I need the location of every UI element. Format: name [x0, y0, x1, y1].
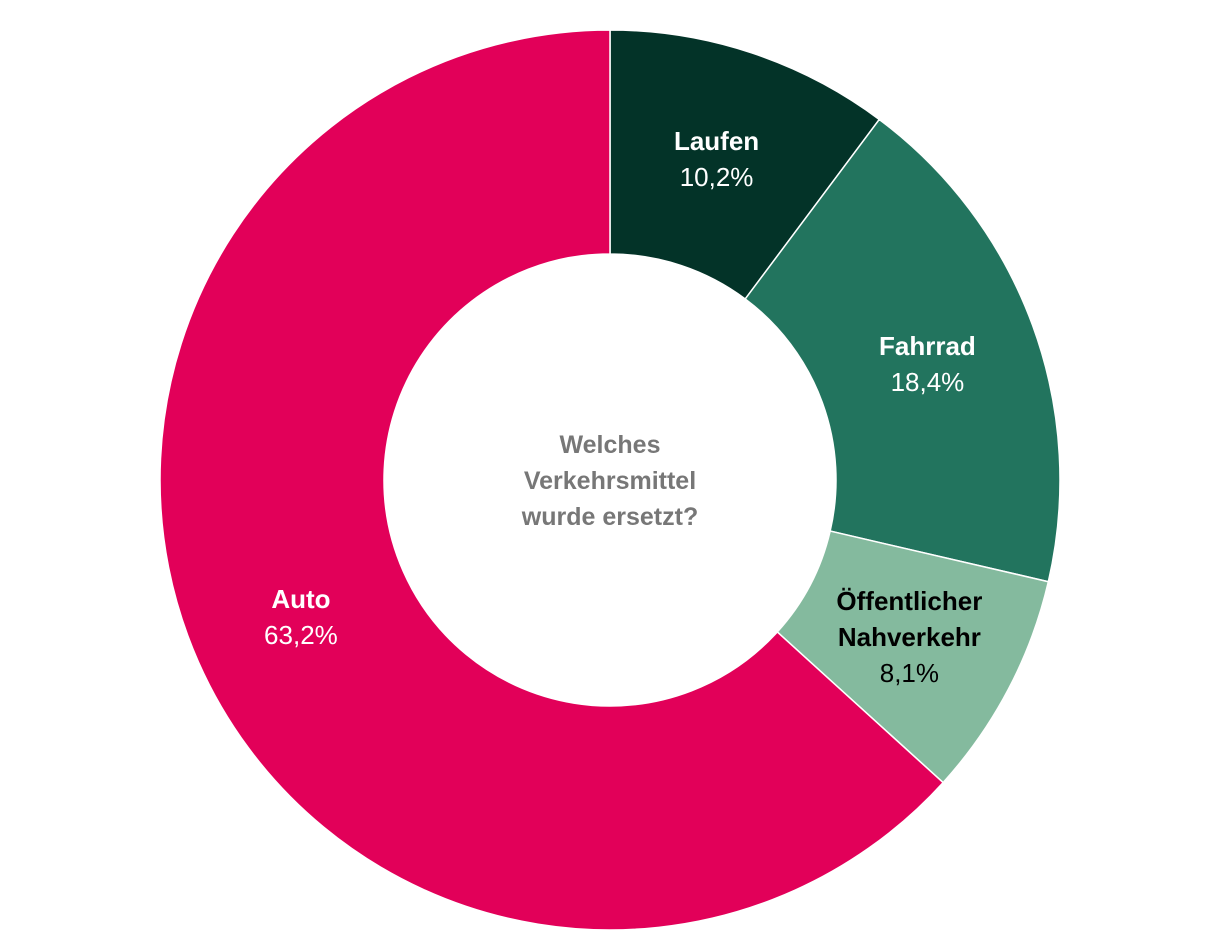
slice-name-label: Öffentlicher — [836, 586, 982, 616]
slice-label-fahrrad: Fahrrad 18,4% — [879, 331, 976, 397]
slice-auto — [159, 29, 945, 931]
slice-name-label: Fahrrad — [879, 331, 976, 361]
slice-name-label: Laufen — [674, 126, 759, 156]
slice-value-label: 10,2% — [680, 162, 754, 192]
slice-name-label: Nahverkehr — [838, 622, 981, 652]
slice-label-oeffentlicher-nahverkehr: Öffentlicher Nahverkehr 8,1% — [836, 586, 982, 688]
slice-value-label: 8,1% — [880, 658, 939, 688]
slice-name-label: Auto — [271, 584, 330, 614]
slice-value-label: 63,2% — [264, 620, 338, 650]
slice-labels-layer: Laufen 10,2% Fahrrad 18,4% Öffentlicher Nahve… — [264, 126, 982, 688]
slice-label-auto: Auto 63,2% — [264, 584, 338, 650]
slice-laufen — [609, 29, 881, 300]
chart-title-line: Welches — [560, 431, 661, 459]
chart-title-line: wurde ersetzt? — [521, 503, 698, 531]
slice-label-laufen: Laufen 10,2% — [674, 126, 759, 192]
slice-value-label: 18,4% — [891, 367, 965, 397]
slices-layer — [159, 29, 1061, 931]
slice-fahrrad — [744, 118, 1061, 583]
chart-title-line: Verkehrsmittel — [524, 467, 696, 495]
chart-title: Welches Verkehrsmittel wurde ersetzt? — [521, 431, 698, 531]
